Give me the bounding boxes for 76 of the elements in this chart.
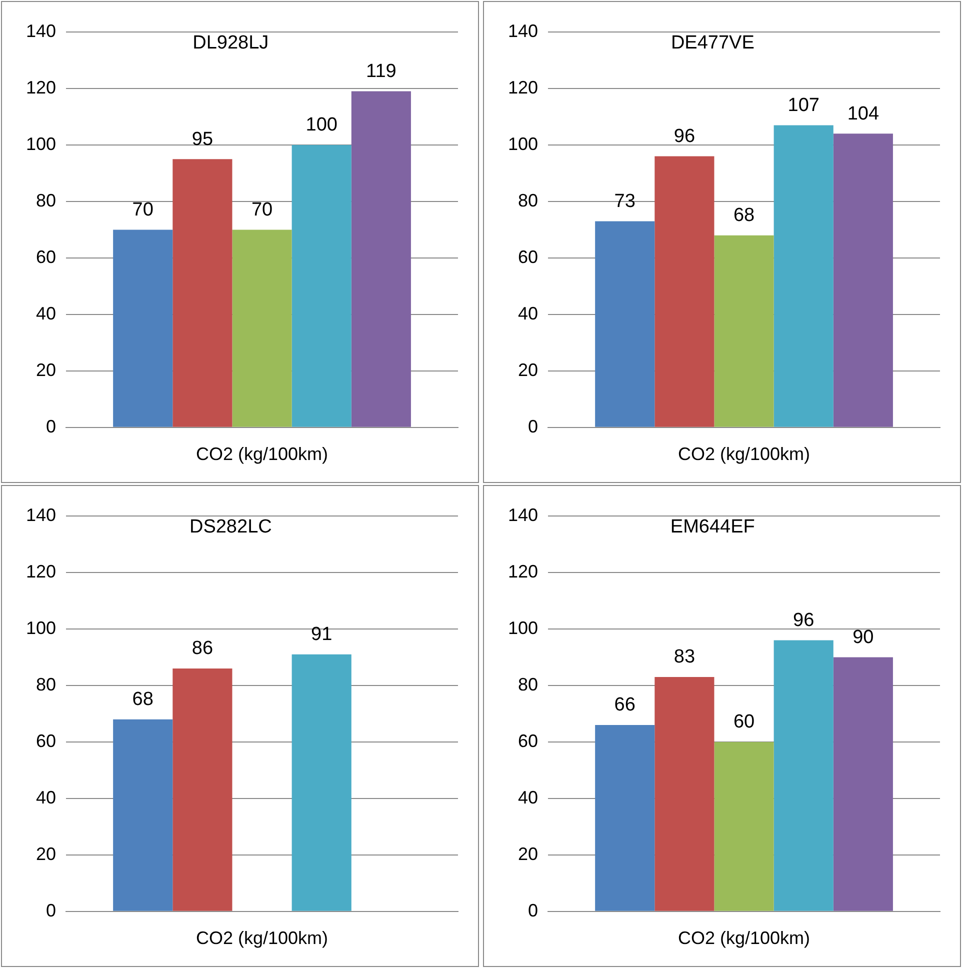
data-label: 83 — [674, 646, 696, 668]
bar — [774, 640, 834, 911]
y-tick-label: 60 — [518, 730, 538, 751]
bar — [232, 230, 292, 427]
y-tick-label: 100 — [508, 618, 538, 638]
x-tick-label: CO2 (kg/100km) — [678, 928, 810, 948]
y-tick-label: 0 — [46, 900, 56, 920]
chart-title: DL928LJ — [192, 32, 269, 54]
bar — [172, 159, 232, 427]
y-tick-label: 120 — [26, 77, 56, 98]
y-tick-label: 0 — [528, 900, 538, 920]
bar — [113, 719, 173, 911]
y-tick-label: 0 — [528, 416, 538, 436]
data-label: 100 — [306, 114, 338, 136]
bar — [654, 676, 714, 911]
data-label: 107 — [788, 94, 820, 116]
bar — [833, 657, 893, 911]
y-tick-label: 40 — [518, 303, 538, 324]
bar — [714, 742, 774, 911]
y-tick-label: 140 — [508, 504, 538, 525]
y-tick-label: 100 — [508, 134, 538, 154]
y-tick-label: 60 — [36, 730, 56, 751]
chart-title: EM644EF — [670, 516, 755, 538]
y-tick-label: 20 — [36, 844, 56, 864]
y-tick-label: 0 — [46, 416, 56, 436]
data-label: 91 — [311, 624, 332, 646]
data-label: 104 — [847, 103, 880, 124]
y-tick-label: 60 — [518, 246, 538, 267]
data-label: 70 — [132, 199, 154, 220]
y-tick-label: 120 — [508, 77, 538, 98]
chart-title: DE477VE — [670, 32, 754, 54]
bar — [654, 156, 714, 427]
y-tick-label: 140 — [26, 504, 56, 525]
bar — [292, 144, 352, 427]
data-label: 60 — [733, 712, 755, 733]
y-tick-label: 20 — [36, 360, 56, 380]
data-label: 90 — [852, 626, 874, 648]
data-label: 96 — [793, 610, 814, 632]
y-tick-label: 120 — [508, 561, 538, 582]
x-tick-label: CO2 (kg/100km) — [196, 928, 328, 948]
bar — [595, 724, 655, 911]
y-tick-label: 40 — [518, 787, 538, 808]
y-tick-label: 100 — [26, 618, 56, 638]
bar — [113, 230, 173, 427]
data-label: 66 — [614, 694, 636, 716]
bar — [595, 221, 655, 427]
x-tick-label: CO2 (kg/100km) — [678, 444, 810, 464]
bar — [172, 668, 232, 911]
bar — [714, 235, 774, 427]
y-tick-label: 80 — [36, 674, 56, 694]
chart-title: DS282LC — [189, 516, 272, 538]
bar — [351, 91, 411, 427]
y-tick-label: 60 — [36, 246, 56, 267]
y-tick-label: 120 — [26, 561, 56, 582]
y-tick-label: 140 — [26, 20, 56, 41]
y-tick-label: 40 — [36, 787, 56, 808]
y-tick-label: 20 — [518, 360, 538, 380]
bar — [774, 125, 834, 427]
y-tick-label: 40 — [36, 303, 56, 324]
data-label: 86 — [192, 638, 214, 660]
data-label: 95 — [192, 128, 214, 150]
bar — [292, 654, 352, 911]
data-label: 68 — [132, 689, 154, 710]
y-tick-label: 80 — [518, 190, 538, 210]
y-tick-label: 140 — [508, 20, 538, 41]
x-tick-label: CO2 (kg/100km) — [196, 444, 328, 464]
y-tick-label: 80 — [518, 674, 538, 694]
bar — [833, 134, 893, 427]
y-tick-label: 80 — [36, 190, 56, 210]
data-label: 68 — [733, 205, 755, 226]
data-label: 70 — [251, 199, 273, 220]
y-tick-label: 20 — [518, 844, 538, 864]
data-label: 73 — [614, 190, 636, 212]
data-label: 96 — [674, 126, 696, 148]
data-label: 119 — [366, 61, 396, 82]
y-tick-label: 100 — [26, 134, 56, 154]
